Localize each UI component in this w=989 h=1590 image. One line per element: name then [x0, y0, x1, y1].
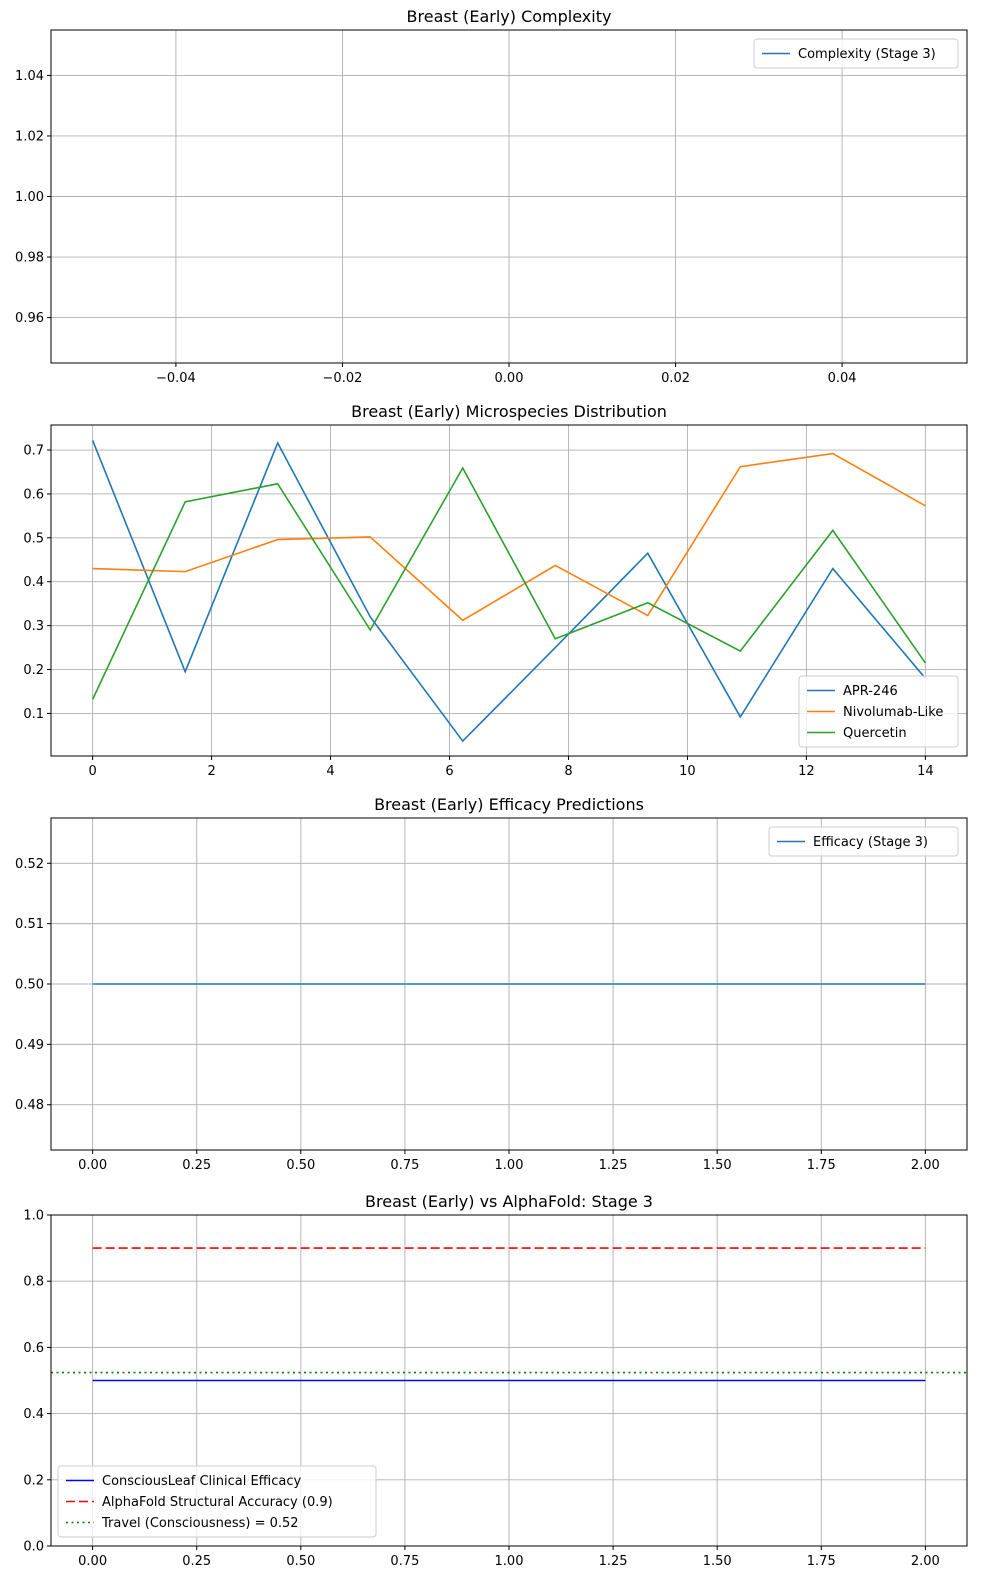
x-tick-label: 0.00 [495, 371, 524, 386]
x-tick-label: 0.04 [828, 371, 857, 386]
y-tick-label: 0.98 [15, 251, 44, 266]
legend: APR-246 Nivolumab-Like Quercetin [798, 675, 959, 748]
x-tick-label: 0.02 [661, 371, 690, 386]
series-line-quercetin [91, 466, 927, 700]
x-tick-label: 1.75 [807, 1554, 836, 1569]
legend-label: Efficacy (Stage 3) [813, 835, 928, 850]
y-tick-label: 0.1 [23, 707, 44, 722]
subplot-4: 0.00 0.25 0.50 0.75 1.00 1.25 1.50 1.75 2.00 0.0 0… [23, 1192, 968, 1569]
legend-box [753, 38, 959, 69]
x-tick-label: 1.25 [599, 1158, 628, 1173]
legend-box [798, 675, 959, 748]
y-tick-label: 0.2 [23, 1473, 44, 1488]
legend-box [57, 1465, 377, 1538]
x-tick-label: 8 [564, 764, 572, 779]
x-tick-label: 1.50 [703, 1158, 732, 1173]
x-tick-label: 0.75 [390, 1158, 419, 1173]
x-tick-label: 1.25 [599, 1554, 628, 1569]
y-tick-label: 1.0 [23, 1209, 44, 1224]
subplot-3: 0.00 0.25 0.50 0.75 1.00 1.25 1.50 1.75 2.00 0.48… [15, 795, 968, 1173]
subplot-2: 0 2 4 6 8 10 12 14 0.1 0.2 0.3 0.4 0.5 0.6 0.7 Breast (… [23, 402, 968, 779]
legend-label: Travel (Consciousness) = 0.52 [101, 1516, 299, 1531]
y-tick-label: 0.3 [23, 619, 44, 634]
x-tick-label: 12 [798, 764, 815, 779]
y-tick-label: 0.51 [15, 917, 44, 932]
y-tick-label: 0.50 [15, 978, 44, 993]
x-tick-label: 0.00 [78, 1554, 107, 1569]
x-tick-label: 2 [207, 764, 215, 779]
legend: Complexity (Stage 3) [753, 38, 959, 69]
y-tick-label: 1.02 [15, 129, 44, 144]
x-tick-label: 14 [917, 764, 934, 779]
y-tick-label: 0.2 [23, 663, 44, 678]
x-tick-label: 4 [326, 764, 334, 779]
y-tick-label: 0.4 [23, 1407, 44, 1422]
chart-title: Breast (Early) Complexity [407, 7, 612, 26]
legend: ConsciousLeaf Clinical Efficacy AlphaFold… [57, 1465, 377, 1538]
x-tick-label: 0.25 [182, 1554, 211, 1569]
x-tick-label: −0.04 [156, 371, 196, 386]
series-line-apr-246 [91, 440, 926, 743]
x-tick-label: 6 [445, 764, 453, 779]
subplot-1: −0.04 −0.02 0.00 0.02 0.04 0.96 0.98 1.00 1.02 1.… [15, 7, 968, 386]
x-tick-label: 1.50 [703, 1554, 732, 1569]
x-tick-label: 0.50 [286, 1554, 315, 1569]
x-tick-label: 2.00 [911, 1554, 940, 1569]
legend-label: Nivolumab-Like [843, 705, 943, 720]
chart-title: Breast (Early) Efficacy Predictions [374, 795, 644, 814]
y-tick-label: 0.8 [23, 1275, 44, 1290]
x-tick-label: 10 [679, 764, 696, 779]
y-tick-label: 0.6 [23, 487, 44, 502]
legend: Efficacy (Stage 3) [768, 826, 959, 857]
y-tick-label: 0.48 [15, 1098, 44, 1113]
x-tick-label: 0 [88, 764, 96, 779]
legend-label: Complexity (Stage 3) [798, 47, 936, 62]
y-tick-label: 0.96 [15, 311, 44, 326]
x-tick-label: 0.50 [286, 1158, 315, 1173]
x-tick-label: 1.00 [495, 1554, 524, 1569]
legend-label: APR-246 [843, 684, 898, 699]
legend-label: ConsciousLeaf Clinical Efficacy [102, 1474, 302, 1489]
y-tick-label: 0.52 [15, 857, 44, 872]
y-tick-label: 0.4 [23, 575, 44, 590]
legend-label: AlphaFold Structural Accuracy (0.9) [102, 1495, 333, 1510]
x-tick-label: 1.75 [807, 1158, 836, 1173]
y-tick-label: 0.7 [23, 444, 44, 459]
series-line-nivolumab-like [92, 452, 926, 622]
x-tick-label: 0.75 [390, 1554, 419, 1569]
x-tick-label: 0.25 [182, 1158, 211, 1173]
x-tick-label: 2.00 [911, 1158, 940, 1173]
y-tick-label: 0.0 [23, 1540, 44, 1555]
chart-title: Breast (Early) Microspecies Distribution [351, 402, 667, 421]
legend-box [768, 826, 959, 857]
y-tick-label: 0.5 [23, 531, 44, 546]
legend-label: Quercetin [843, 726, 907, 741]
x-tick-label: −0.02 [323, 371, 363, 386]
y-tick-label: 0.49 [15, 1038, 44, 1053]
axes-frame [50, 424, 968, 757]
y-tick-label: 1.04 [15, 69, 44, 84]
x-tick-label: 1.00 [495, 1158, 524, 1173]
chart-title: Breast (Early) vs AlphaFold: Stage 3 [365, 1192, 653, 1211]
y-tick-label: 1.00 [15, 190, 44, 205]
y-tick-label: 0.6 [23, 1341, 44, 1356]
x-tick-label: 0.00 [78, 1158, 107, 1173]
